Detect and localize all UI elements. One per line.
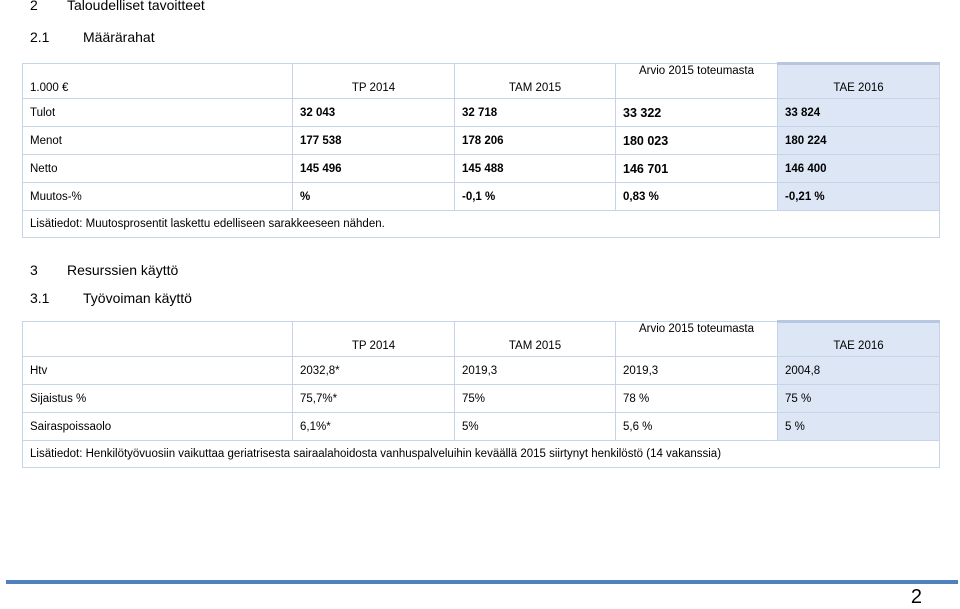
row-label: Muutos-%	[22, 182, 293, 211]
section-heading-3: 3 Resurssien käyttö	[30, 262, 178, 278]
col-header-tp2014: TP 2014	[292, 321, 455, 357]
workforce-table: TP 2014 TAM 2015 Arvio 2015 toteumasta T…	[22, 320, 940, 468]
col-header-arvio2015: Arvio 2015 toteumasta	[615, 321, 778, 357]
cell-tae2016: 180 224	[777, 126, 940, 155]
cell-arvio2015: 5,6 %	[615, 412, 778, 441]
cell-arvio2015: 2019,3	[615, 356, 778, 385]
table-row: Netto 145 496 145 488 146 701 146 400	[22, 154, 940, 183]
cell-tam2015: 32 718	[454, 98, 616, 127]
row-label: Netto	[22, 154, 293, 183]
cell-tam2015: 178 206	[454, 126, 616, 155]
table-row: Sairaspoissaolo 6,1%* 5% 5,6 % 5 %	[22, 412, 940, 441]
header-empty	[22, 321, 293, 357]
section-number: 3.1	[30, 290, 50, 306]
row-label: Sairaspoissaolo	[22, 412, 293, 441]
unit-label: 1.000 €	[22, 63, 293, 99]
budget-table: 1.000 € TP 2014 TAM 2015 Arvio 2015 tote…	[22, 62, 940, 238]
cell-tp2014: 2032,8*	[292, 356, 455, 385]
section-heading-2: 2 Taloudelliset tavoitteet	[30, 0, 205, 13]
cell-tp2014: 145 496	[292, 154, 455, 183]
row-label: Tulot	[22, 98, 293, 127]
table-header-row: 1.000 € TP 2014 TAM 2015 Arvio 2015 tote…	[22, 62, 940, 99]
cell-tam2015: 5%	[454, 412, 616, 441]
cell-tae2016: 33 824	[777, 98, 940, 127]
section-number: 3	[30, 262, 38, 278]
cell-tam2015: 2019,3	[454, 356, 616, 385]
section-title: Resurssien käyttö	[67, 262, 179, 278]
table-note: Lisätiedot: Muutosprosentit laskettu ede…	[22, 210, 940, 238]
row-label: Sijaistus %	[22, 384, 293, 413]
cell-tam2015: 145 488	[454, 154, 616, 183]
table-row: Menot 177 538 178 206 180 023 180 224	[22, 126, 940, 155]
col-header-tam2015: TAM 2015	[454, 321, 616, 357]
section-title: Taloudelliset tavoitteet	[67, 0, 205, 13]
table-note: Lisätiedot: Henkilötyövuosiin vaikuttaa …	[22, 440, 940, 468]
table-row: Muutos-% % -0,1 % 0,83 % -0,21 %	[22, 182, 940, 211]
col-header-tp2014: TP 2014	[292, 63, 455, 99]
row-label: Htv	[22, 356, 293, 385]
cell-arvio2015: 33 322	[615, 98, 778, 127]
cell-tae2016: 5 %	[777, 412, 940, 441]
section-number: 2.1	[30, 29, 50, 45]
cell-tam2015: 75%	[454, 384, 616, 413]
table-row: Sijaistus % 75,7%* 75% 78 % 75 %	[22, 384, 940, 413]
cell-tp2014: 6,1%*	[292, 412, 455, 441]
cell-tp2014: 75,7%*	[292, 384, 455, 413]
cell-tam2015: -0,1 %	[454, 182, 616, 211]
table-row: Htv 2032,8* 2019,3 2019,3 2004,8	[22, 356, 940, 385]
cell-arvio2015: 146 701	[615, 154, 778, 183]
table-row: Tulot 32 043 32 718 33 322 33 824	[22, 98, 940, 127]
table-header-row: TP 2014 TAM 2015 Arvio 2015 toteumasta T…	[22, 320, 940, 357]
footer-rule	[6, 580, 958, 584]
row-label: Menot	[22, 126, 293, 155]
col-header-tam2015: TAM 2015	[454, 63, 616, 99]
cell-tae2016: 75 %	[777, 384, 940, 413]
table-note-row: Lisätiedot: Henkilötyövuosiin vaikuttaa …	[22, 440, 940, 468]
cell-tae2016: 2004,8	[777, 356, 940, 385]
col-header-tae2016: TAE 2016	[777, 320, 940, 357]
page-number: 2	[910, 586, 922, 608]
cell-arvio2015: 180 023	[615, 126, 778, 155]
col-header-tae2016: TAE 2016	[777, 62, 940, 99]
cell-tp2014: %	[292, 182, 455, 211]
cell-tae2016: 146 400	[777, 154, 940, 183]
cell-arvio2015: 0,83 %	[615, 182, 778, 211]
section-heading-3-1: 3.1 Työvoiman käyttö	[30, 290, 192, 306]
section-title: Työvoiman käyttö	[83, 290, 192, 306]
cell-tae2016: -0,21 %	[777, 182, 940, 211]
cell-arvio2015: 78 %	[615, 384, 778, 413]
table-note-row: Lisätiedot: Muutosprosentit laskettu ede…	[22, 210, 940, 238]
section-title: Määrärahat	[83, 29, 155, 45]
section-number: 2	[30, 0, 38, 13]
cell-tp2014: 32 043	[292, 98, 455, 127]
col-header-arvio2015: Arvio 2015 toteumasta	[615, 63, 778, 99]
section-heading-2-1: 2.1 Määrärahat	[30, 29, 155, 45]
cell-tp2014: 177 538	[292, 126, 455, 155]
